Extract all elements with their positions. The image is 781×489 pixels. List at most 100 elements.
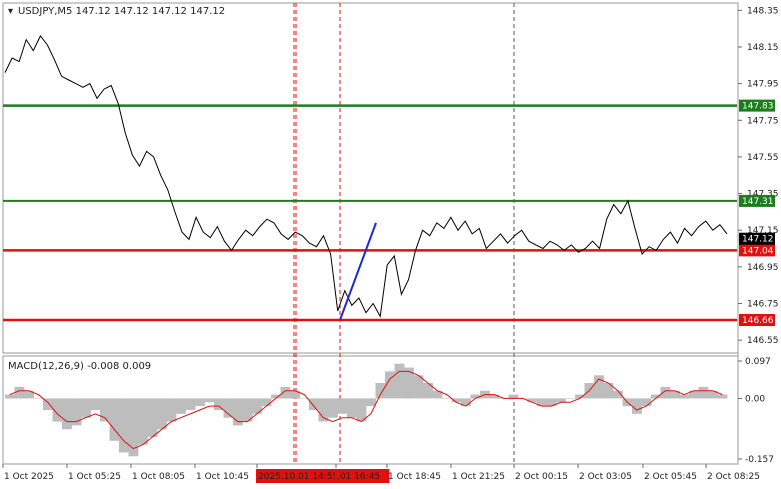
macd-bar [5,394,15,399]
macd-bar [128,398,139,457]
macd-bar [432,390,443,399]
time-tick-label: 1 Oct 21:25 [452,472,505,482]
price-tick-label: 147.75 [747,116,779,126]
macd-bar [109,398,120,441]
macd-bar [394,363,405,399]
price-line [4,35,728,318]
price-tick-label: 148.35 [747,6,779,16]
impulse-line [339,222,377,321]
macd-bar [347,398,357,418]
macd-bar [717,394,728,399]
price-tick-label: 146.95 [747,263,779,273]
price-panel-frame [2,2,739,354]
level-tag-label: 147.04 [742,246,774,256]
impulse-segment [339,222,377,321]
price-tick-label: 147.35 [747,190,779,200]
macd-bar [204,398,215,403]
level-tag-bg [739,314,775,327]
macd-bar [527,398,538,403]
macd-bar [632,398,642,414]
price-tick-label: 148.15 [747,43,779,53]
macd-bar [698,386,709,399]
macd-tick-label: 0.097 [745,357,771,367]
macd-bar [280,386,291,399]
level-tag-label: 147.31 [742,197,774,207]
macd-bar [413,375,424,399]
macd-bar [594,375,604,399]
macd-bar [185,398,196,410]
macd-bar [100,398,110,422]
time-tick-highlight [256,469,350,483]
macd-bar [147,398,158,437]
macd-bar [565,398,576,399]
macd-bar [43,398,53,410]
macd-bar [423,383,433,399]
macd-bar [404,367,414,399]
macd-tick-label: 0.00 [745,394,765,404]
macd-bar [242,398,253,422]
time-tick-label: 2 Oct 03:05 [579,472,632,482]
price-tick-label: 146.55 [747,336,779,346]
time-tick-label: 1 Oct 10:45 [196,472,249,482]
macd-bar [90,398,101,410]
macd-bar [328,398,338,418]
macd-bar [14,386,25,399]
macd-bar [689,390,699,399]
time-tick-label: 1 Oct 2025 [4,472,54,482]
macd-bar [81,398,91,418]
macd-bar [62,398,72,430]
macd-bar [233,398,243,426]
time-tick-label: 2 Oct 08:25 [707,472,760,482]
macd-bar [641,398,652,407]
macd-bar [461,398,471,407]
macd-bar [309,398,319,410]
macd-bar [33,398,44,399]
price-series [4,35,728,318]
macd-bar [337,398,348,414]
macd-bar [356,398,367,422]
level-tags: 147.83 147.31 147.04 146.66 147.12 [739,99,775,327]
macd-bar [366,398,376,407]
price-tick-label: 147.15 [747,226,779,236]
level-tag-label: 147.83 [742,102,774,112]
price-levels [3,104,737,322]
macd-bar [385,371,395,399]
macd-bar [375,383,386,399]
macd-bar [442,398,452,399]
macd-bar [261,398,272,407]
macd-bar [470,394,481,399]
time-tick-label: .01 16:45 [337,472,380,482]
macd-bar [119,398,129,453]
macd-bar [271,394,281,399]
time-tick-label: 2 Oct 00:15 [515,472,568,482]
macd-axis: 0.097 0.00 -0.157 [738,357,774,465]
time-tick-label: 1 Oct 08:05 [132,472,185,482]
level-tag-bg [739,99,775,112]
symbol-menu-icon[interactable]: ▾ [8,6,13,17]
macd-title: MACD(12,26,9) -0.008 0.009 [8,361,151,372]
level-tag-label: 146.66 [742,316,774,326]
macd-bar [24,390,34,399]
macd-bar [508,394,519,399]
current-price-tag-label: 147.12 [742,235,774,245]
macd-bar [52,398,63,422]
macd-bar [71,398,82,426]
time-tick-label: 1 Oct 18:45 [388,472,441,482]
price-tick-label: 147.95 [747,80,779,90]
macd-bar [603,383,614,399]
macd-bar [195,398,205,407]
macd-bar [318,398,329,422]
macd-bar [556,398,566,403]
macd-bar [138,398,148,445]
macd-bar [157,398,167,430]
level-tag-bg [739,194,775,207]
macd-bar [670,390,680,399]
time-tick-label: 1 Oct 05:25 [68,472,121,482]
macd-bar [679,394,690,399]
macd-bar [176,398,186,414]
time-tick-label: 2025.10.01 14:55 [258,472,338,482]
macd-bar [214,398,224,410]
chart-title: USDJPY,M5 147.12 147.12 147.12 147.12 [18,6,225,17]
time-axis: 1 Oct 2025 1 Oct 05:25 1 Oct 08:05 1 Oct 10… [2,464,760,483]
